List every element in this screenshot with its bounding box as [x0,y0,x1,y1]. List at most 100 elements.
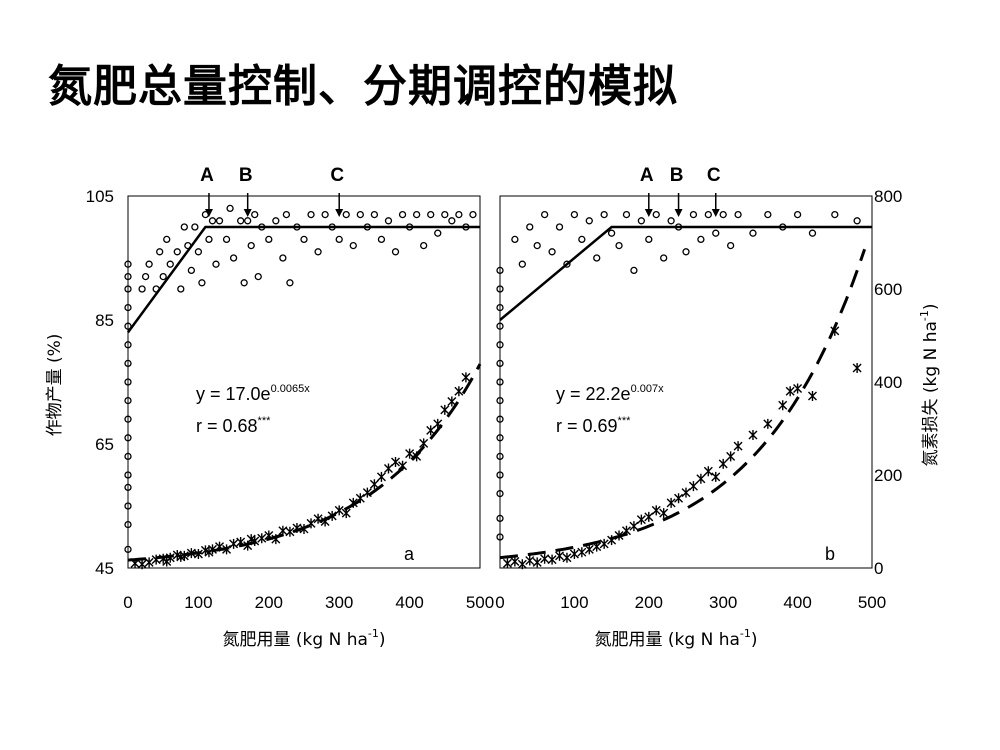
loss-point [629,521,639,532]
y-right-tick-label: 200 [874,466,902,485]
yield-point [496,378,504,386]
x-tick-label: 0 [123,593,132,612]
yield-point [622,210,631,219]
yield-point [124,502,132,510]
yield-point [215,217,224,225]
panel-a: 45 65 85 105 0 100 200 300 400 500 A B C y = 17.0e… [45,165,494,650]
loss-point [454,386,464,397]
yield-point [384,217,393,225]
correlation-b-sig: *** [618,415,632,427]
yield-point [434,229,442,237]
yield-point [254,272,262,281]
yield-point [370,210,379,219]
x-tick-label: 500 [858,593,886,612]
loss-point [257,533,267,544]
yield-point [496,514,504,523]
loss-point [440,404,450,415]
yield-point [578,235,586,244]
correlation-a-sig: *** [258,415,272,427]
loss-point [144,557,154,568]
loss-point [763,418,773,429]
yield-point [282,210,291,219]
yield-point [124,396,132,405]
loss-point [681,487,691,498]
x-tick-label: 400 [783,593,811,612]
loss-point [696,473,706,484]
y-tick-label: 65 [95,435,114,454]
yield-point [667,217,675,225]
yield-point [726,241,735,250]
yield-point [124,415,132,423]
yield-point [600,210,608,219]
loss-point [525,555,535,566]
yield-point [563,260,571,268]
yield-point [138,285,146,293]
marker-label: B [670,165,684,186]
marker-arrow-head [644,209,653,217]
yield-point [229,254,238,262]
yield-point [533,241,541,250]
yield-point [205,235,213,244]
yield-point [286,279,294,287]
x-axis-label-a-close: ) [379,630,386,650]
yield-point [831,210,839,219]
yield-point [180,223,188,231]
loss-point [577,547,587,558]
yield-point [349,241,357,250]
yield-point [593,254,601,262]
x-ticks-b: 0 100 200 300 400 500 [495,593,886,612]
plot-frame-a [127,195,481,569]
x-axis-label-b: 氮肥用量 (kg N ha-1) [595,627,758,650]
y-right-tick-label: 0 [874,559,883,578]
yield-point [124,272,132,281]
yield-point [496,266,504,275]
loss-point [778,400,788,411]
loss-point [334,505,344,516]
yield-point [163,235,171,244]
yield-point [496,434,504,442]
yield-point [570,210,579,219]
x-tick-label: 200 [255,593,283,612]
yield-point [279,254,287,262]
equation-a-exponent: 0.0065x [271,383,311,395]
yield-point [159,272,167,281]
yield-point [391,248,400,256]
loss-point [285,526,295,537]
marker-arrow-head [335,209,344,217]
yield-ticks-a: 45 65 85 105 [86,187,114,578]
yield-point [526,223,534,231]
yield-point [660,254,668,262]
yield-point [496,285,504,293]
yield-point [398,210,407,219]
x-tick-label: 500 [466,593,494,612]
loss-point [688,481,698,492]
yield-point [637,217,646,225]
x-tick-label: 300 [709,593,737,612]
yield-point [321,210,329,219]
loss-point [651,505,661,516]
y-tick-label: 45 [95,559,114,578]
loss-point [644,511,654,522]
yield-point [201,210,210,219]
loss-point [748,430,758,441]
marker-arrow-head [243,209,252,217]
yield-point [124,341,132,349]
yield-point [244,217,252,225]
yield-point [496,359,504,368]
yield-point [124,545,132,554]
yield-point [222,235,231,244]
yield-point [496,415,504,423]
y-tick-label: 85 [95,311,114,330]
x-tick-label: 200 [635,593,663,612]
x-tick-label: 100 [560,593,588,612]
plot-frame-b [499,195,873,569]
loss-point [807,390,817,401]
loss-point [718,458,728,469]
loss-point [532,557,542,568]
yield-point [194,248,203,256]
yield-point [124,322,132,330]
x-tick-label: 400 [395,593,423,612]
yield-point [496,322,504,330]
yield-point [124,452,132,461]
yield-point [124,483,132,492]
